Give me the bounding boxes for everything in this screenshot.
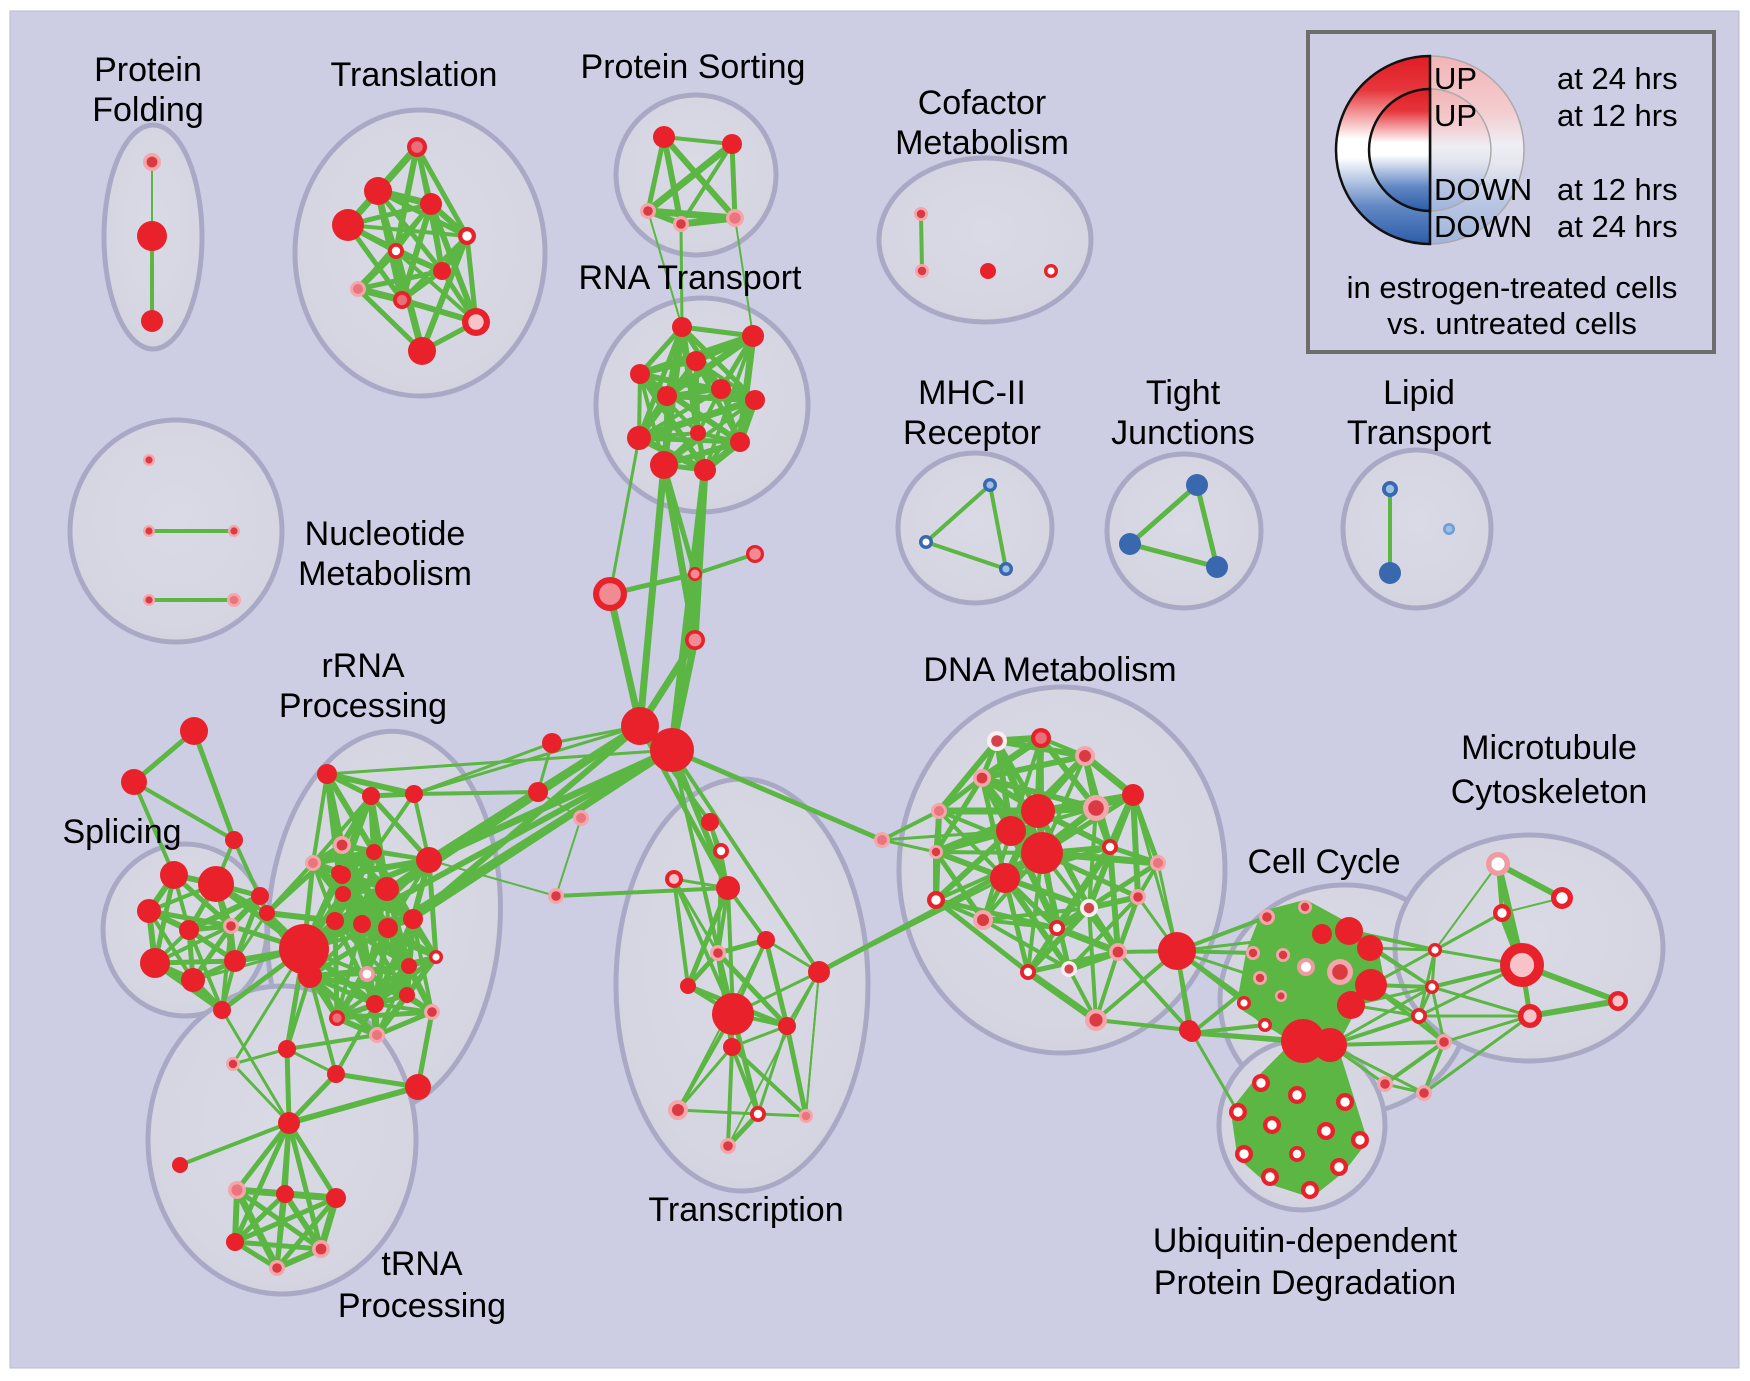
svg-text:DOWN: DOWN xyxy=(1434,172,1532,207)
svg-text:Microtubule: Microtubule xyxy=(1461,729,1637,767)
svg-text:at 24 hrs: at 24 hrs xyxy=(1557,209,1678,244)
svg-text:Cofactor: Cofactor xyxy=(918,84,1047,122)
svg-text:Metabolism: Metabolism xyxy=(298,555,472,593)
svg-text:RNA Transport: RNA Transport xyxy=(579,259,803,297)
svg-text:Transport: Transport xyxy=(1347,414,1492,452)
svg-text:at 24 hrs: at 24 hrs xyxy=(1557,61,1678,96)
svg-text:DOWN: DOWN xyxy=(1434,209,1532,244)
svg-text:Lipid: Lipid xyxy=(1383,374,1455,412)
svg-text:Protein Degradation: Protein Degradation xyxy=(1154,1264,1456,1302)
svg-text:rRNA: rRNA xyxy=(321,647,404,685)
svg-text:Tight: Tight xyxy=(1146,374,1221,412)
svg-text:in estrogen-treated cells: in estrogen-treated cells xyxy=(1347,270,1678,305)
svg-text:Folding: Folding xyxy=(92,91,204,129)
svg-text:Protein: Protein xyxy=(94,51,202,89)
svg-text:at 12 hrs: at 12 hrs xyxy=(1557,172,1678,207)
svg-text:Cell Cycle: Cell Cycle xyxy=(1247,843,1400,881)
svg-text:Nucleotide: Nucleotide xyxy=(305,515,466,553)
svg-text:Splicing: Splicing xyxy=(62,813,181,851)
svg-text:Transcription: Transcription xyxy=(648,1191,843,1229)
svg-text:Metabolism: Metabolism xyxy=(895,124,1069,162)
svg-text:at 12 hrs: at 12 hrs xyxy=(1557,98,1678,133)
svg-text:MHC-II: MHC-II xyxy=(918,374,1026,412)
svg-text:Ubiquitin-dependent: Ubiquitin-dependent xyxy=(1153,1222,1458,1260)
svg-text:DNA Metabolism: DNA Metabolism xyxy=(923,651,1176,689)
svg-text:UP: UP xyxy=(1434,98,1477,133)
svg-text:Processing: Processing xyxy=(279,687,447,725)
svg-text:Processing: Processing xyxy=(338,1287,506,1325)
svg-text:Junctions: Junctions xyxy=(1111,414,1255,452)
svg-text:Protein Sorting: Protein Sorting xyxy=(581,48,806,86)
svg-text:Cytoskeleton: Cytoskeleton xyxy=(1451,773,1648,811)
svg-text:vs. untreated cells: vs. untreated cells xyxy=(1387,306,1637,341)
svg-text:Translation: Translation xyxy=(331,56,498,94)
svg-text:Receptor: Receptor xyxy=(903,414,1041,452)
svg-text:UP: UP xyxy=(1434,61,1477,96)
svg-text:tRNA: tRNA xyxy=(381,1245,463,1283)
